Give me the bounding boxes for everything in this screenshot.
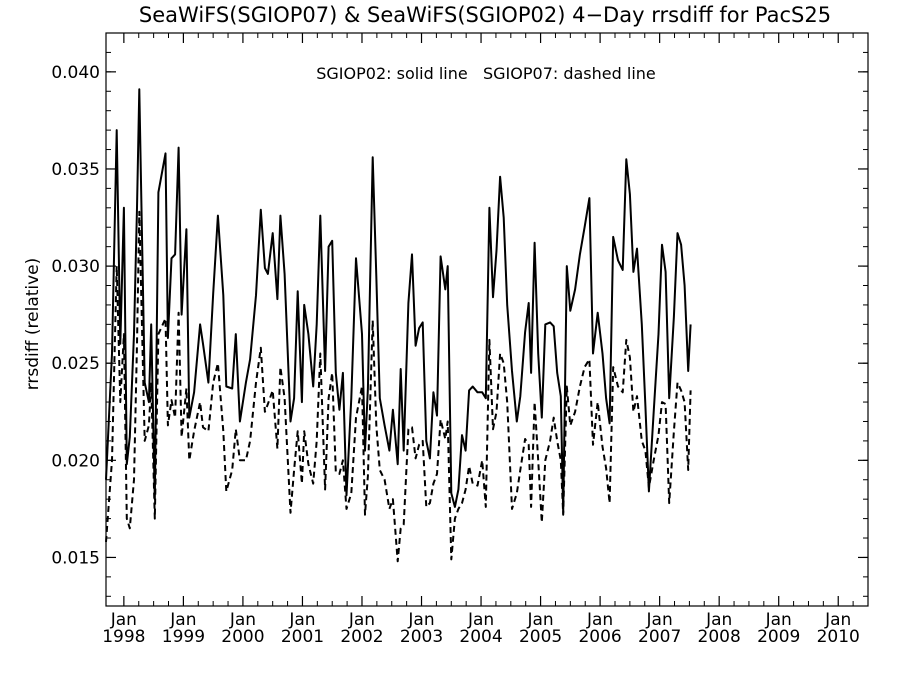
x-tick-label-month: Jan (765, 610, 792, 630)
x-tick-label-month: Jan (586, 610, 613, 630)
x-tick-label-year: 2004 (459, 627, 502, 647)
x-tick-label-month: Jan (467, 610, 494, 630)
x-tick-label-month: Jan (229, 610, 256, 630)
x-tick-label-year: 1998 (102, 627, 145, 647)
x-tick-label-month: Jan (288, 610, 315, 630)
legend-note: SGIOP02: solid line SGIOP07: dashed line (316, 64, 656, 83)
x-tick-label-year: 2010 (817, 627, 860, 647)
x-tick-label-year: 2002 (340, 627, 383, 647)
x-tick-label-year: 2008 (698, 627, 741, 647)
x-tick-label-month: Jan (646, 610, 673, 630)
x-tick-label-year: 2009 (757, 627, 800, 647)
x-tick-label-month: Jan (110, 610, 137, 630)
x-tick-label-month: Jan (169, 610, 196, 630)
x-tick-label-year: 2001 (281, 627, 324, 647)
x-tick-label-year: 2006 (578, 627, 621, 647)
x-tick-label-year: 2007 (638, 627, 681, 647)
y-tick-label: 0.035 (51, 160, 100, 180)
series-line-sgiop02 (105, 88, 692, 514)
series-line-sgiop07 (105, 210, 692, 563)
x-tick-label-month: Jan (705, 610, 732, 630)
y-tick-label: 0.040 (51, 63, 100, 83)
y-tick-label: 0.030 (51, 257, 100, 277)
plot-frame (105, 32, 869, 607)
x-tick-label-year: 2000 (221, 627, 264, 647)
x-tick-label-month: Jan (824, 610, 851, 630)
x-tick-label-year: 2003 (400, 627, 443, 647)
y-tick-label: 0.015 (51, 548, 100, 568)
x-tick-label-year: 1999 (162, 627, 205, 647)
x-tick-label-year: 2005 (519, 627, 562, 647)
x-tick-label-month: Jan (348, 610, 375, 630)
series-lines (105, 88, 692, 563)
y-axis-label: rrsdiff (relative) (23, 258, 43, 391)
y-tick-label: 0.020 (51, 451, 100, 471)
axis-ticks: 0.0150.0200.0250.0300.0350.040Jan1998Jan… (51, 33, 869, 647)
x-tick-label-month: Jan (407, 610, 434, 630)
x-tick-label-month: Jan (526, 610, 553, 630)
chart-title: SeaWiFS(SGIOP07) & SeaWiFS(SGIOP02) 4−Da… (139, 3, 831, 27)
y-tick-label: 0.025 (51, 354, 100, 374)
